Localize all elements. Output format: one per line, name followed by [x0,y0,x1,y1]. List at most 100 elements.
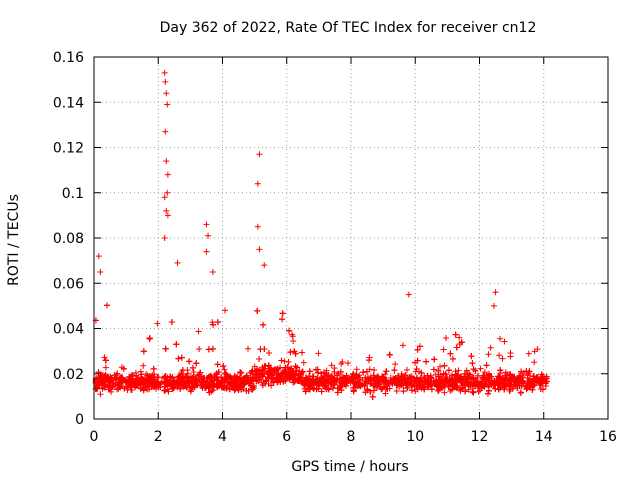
data-point [354,373,361,380]
data-point [164,212,171,219]
x-tick-label: 4 [218,429,227,445]
data-point [449,386,456,393]
data-point [338,380,345,387]
data-point [530,373,537,380]
data-point [483,362,490,369]
data-point [259,382,266,389]
data-point [161,387,168,394]
data-point [371,367,378,374]
data-point [286,327,293,334]
data-point [486,372,493,379]
data-point [440,346,447,353]
data-point [325,386,332,393]
data-point [154,320,161,327]
data-point [435,386,442,393]
data-point [256,151,263,158]
data-point [312,379,319,386]
data-point [525,350,532,357]
data-point [539,386,546,393]
data-point [102,357,109,364]
data-point [479,374,486,381]
x-tick-label: 16 [599,429,617,445]
data-point [470,380,477,387]
data-point [101,377,108,384]
data-point [405,291,412,298]
data-point [173,341,180,348]
data-point [248,386,255,393]
data-point [494,378,501,385]
y-tick-label: 0.1 [62,186,84,202]
data-point [477,365,484,372]
data-point [282,377,289,384]
data-point [97,268,104,275]
data-point [238,369,245,376]
axis-ticks: 0 2 4 6 8 10 12 14 16 0 0.02 0.04 0.06 0.08 0.1 0.12 0.1… [53,50,617,445]
data-point [441,362,448,369]
data-point [384,385,391,392]
data-point [193,360,200,367]
data-point [483,375,490,382]
data-point [321,377,328,384]
data-point [282,368,289,375]
data-point [244,377,251,384]
data-point [502,377,509,384]
data-point [523,386,530,393]
data-point [315,369,322,376]
data-point [472,367,479,374]
data-point [496,352,503,359]
data-point [338,360,345,367]
y-axis-label: ROTI / TECUs [6,194,22,286]
data-point [424,380,431,387]
data-point [328,373,335,380]
data-point [268,375,275,382]
data-point [202,381,209,388]
data-point [473,377,480,384]
x-tick-label: 2 [154,429,163,445]
data-point [417,343,424,350]
data-point [367,388,374,395]
data-point [337,383,344,390]
y-tick-label: 0.06 [53,276,84,292]
data-point [318,370,325,377]
data-point [221,366,228,373]
data-point [315,350,322,357]
data-point [468,353,475,360]
data-point [309,373,316,380]
data-point [231,387,238,394]
data-point [413,365,420,372]
data-point [457,386,464,393]
data-point [285,359,292,366]
data-point [403,366,410,373]
data-point [527,383,534,390]
x-tick-label: 12 [471,429,489,445]
y-tick-label: 0.08 [53,231,84,247]
data-point [245,345,252,352]
data-point [456,334,463,341]
data-point [127,383,134,390]
data-point [163,90,170,97]
data-point [116,383,123,390]
data-point [232,386,239,393]
data-point [278,357,285,364]
data-point [222,307,229,314]
data-point [427,381,434,388]
data-point [371,387,378,394]
data-point [369,393,376,400]
data-point [469,388,476,395]
data-point [102,364,109,371]
data-point [237,369,244,376]
data-point [492,385,499,392]
data-point [208,380,215,387]
data-point [497,335,504,342]
data-point [490,302,497,309]
data-point [402,372,409,379]
data-point [220,384,227,391]
data-point [412,368,419,375]
data-point [172,381,179,388]
data-point [294,364,301,371]
data-point [357,383,364,390]
data-point [453,378,460,385]
data-point [161,373,168,380]
data-point [191,384,198,391]
